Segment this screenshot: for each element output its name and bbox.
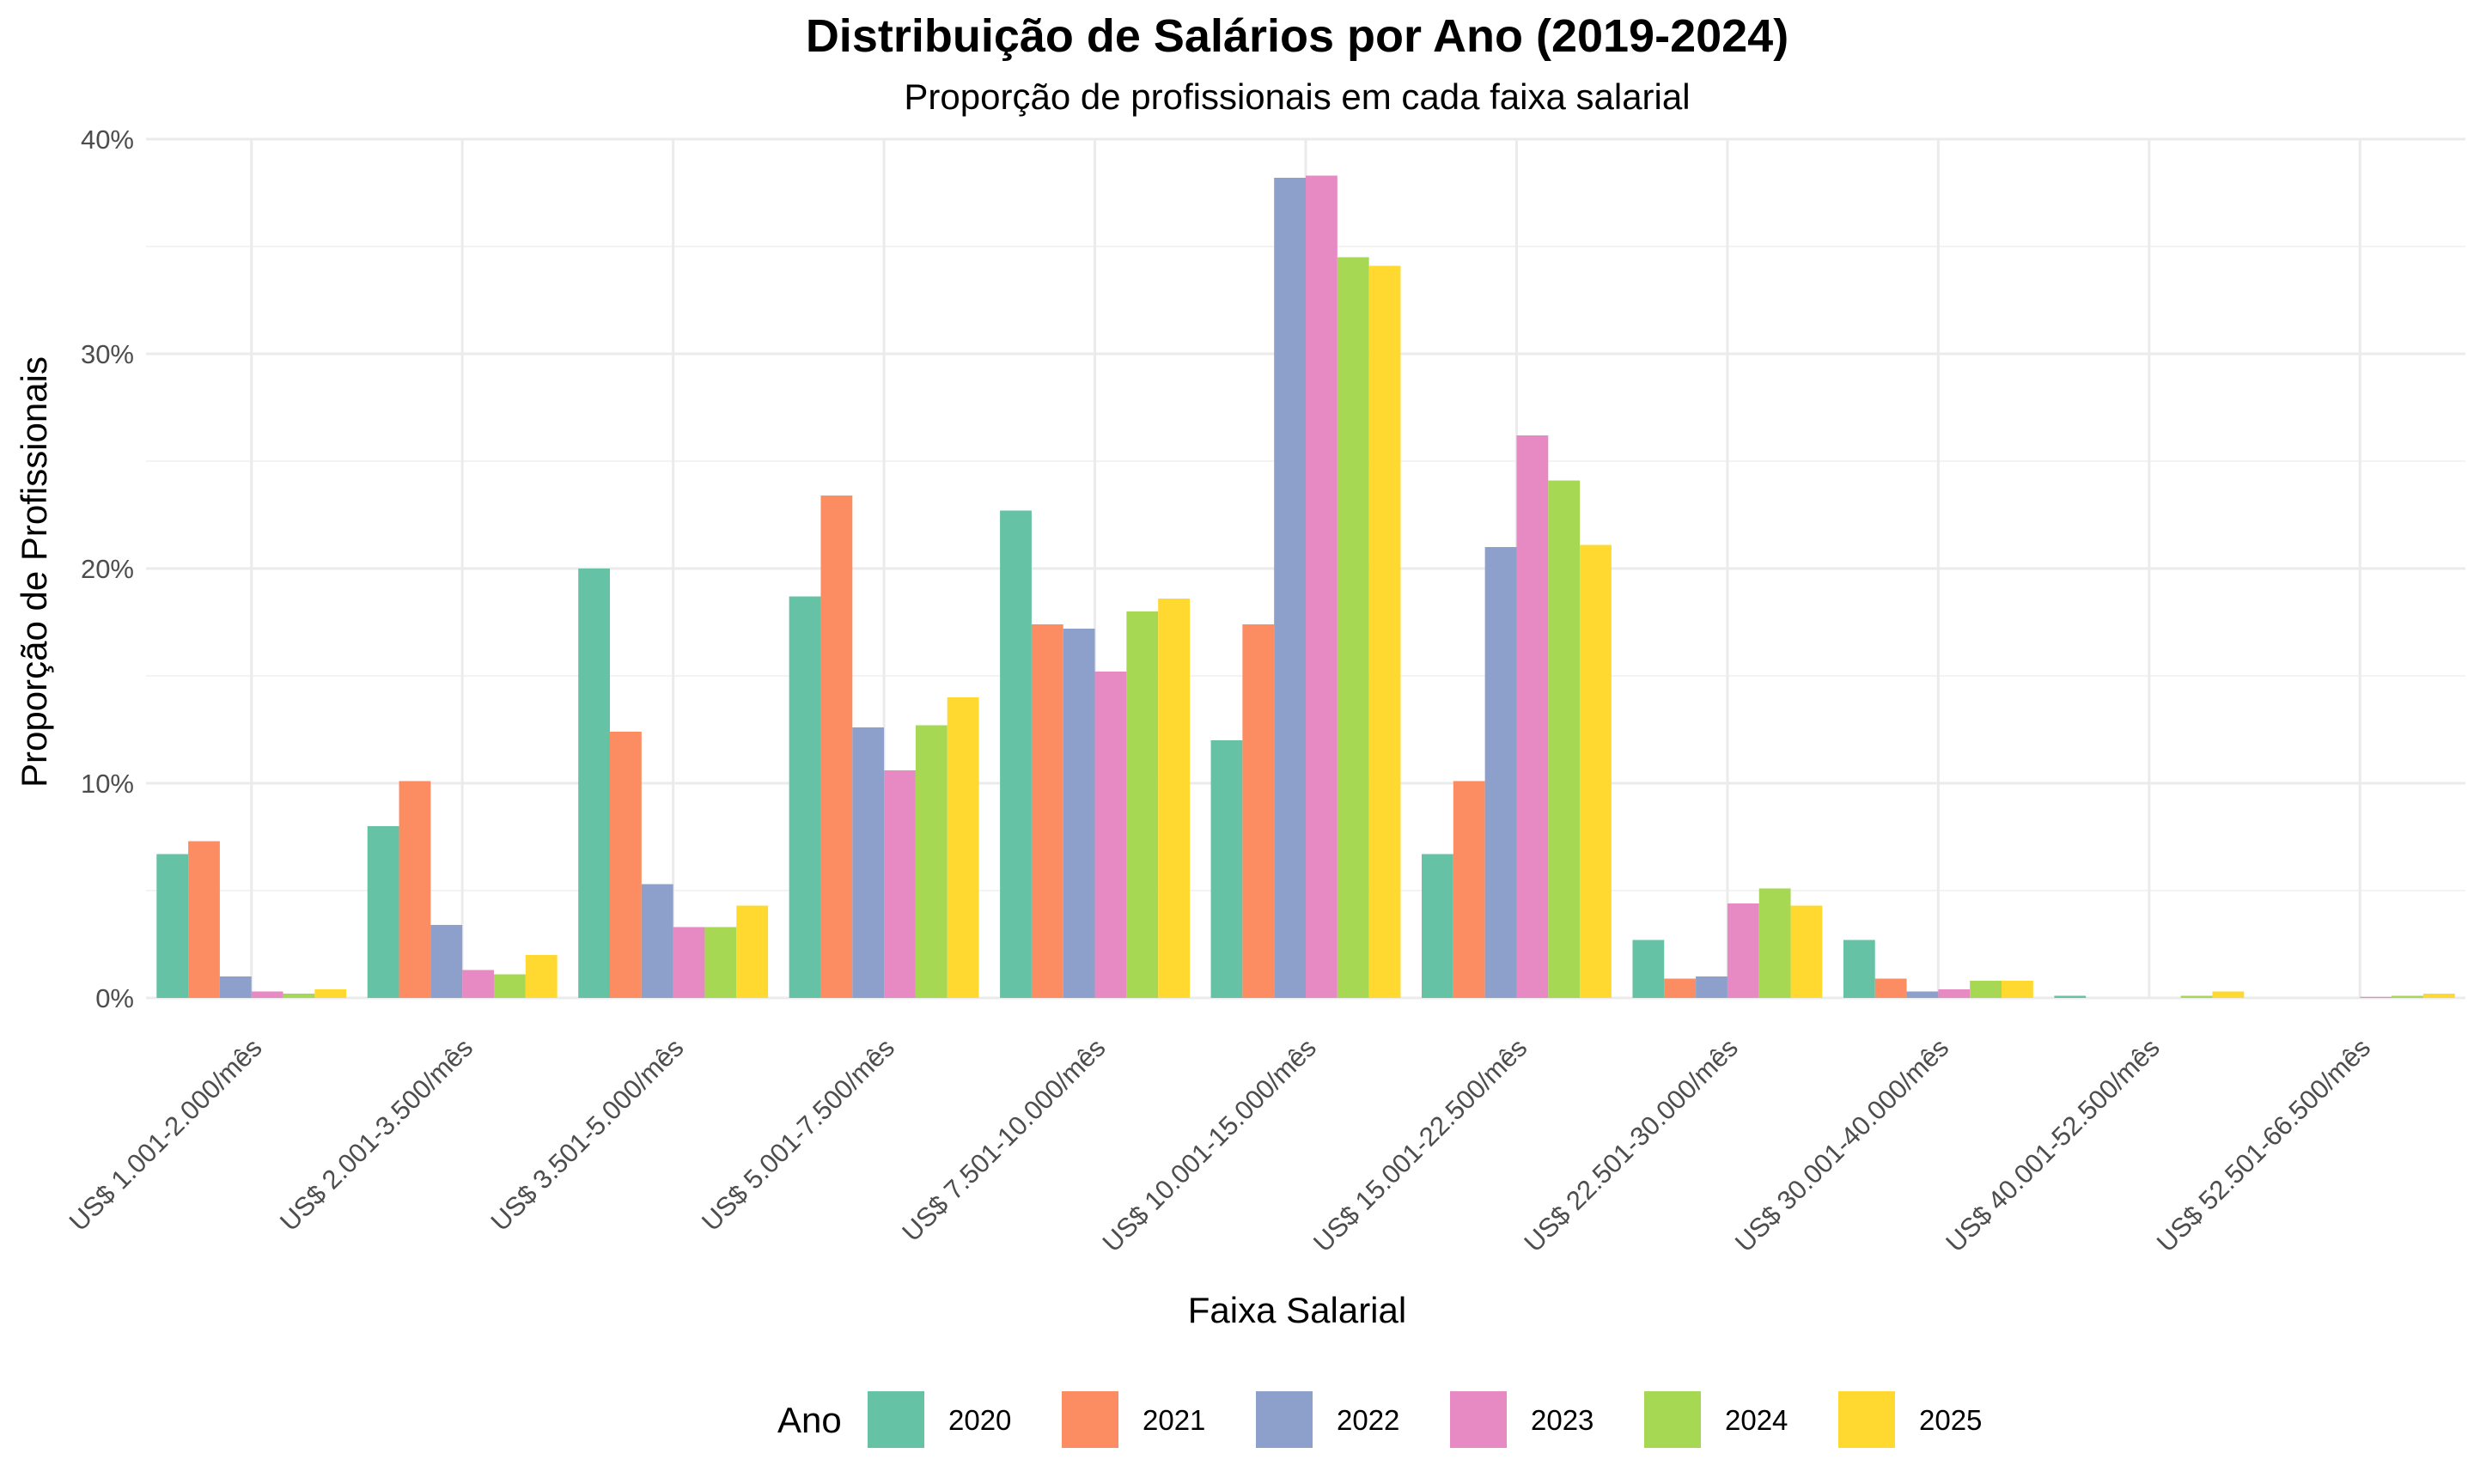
chart-subtitle: Proporção de profissionais em cada faixa… [904,76,1690,117]
series-2022 [219,178,1939,998]
bar [525,955,558,998]
legend-item-2023: 2023 [1450,1391,1593,1448]
bar [156,854,189,998]
bar [2212,991,2245,998]
bar [2002,981,2033,998]
bar [1210,740,1243,998]
bar [1453,781,1485,998]
bar [1422,854,1453,998]
bar [462,970,494,998]
bar [915,725,948,998]
legend: Ano 2020 2021 2022 2023 2024 2025 [777,1391,1982,1448]
legend-label: 2025 [1919,1404,1982,1436]
bar [367,826,399,998]
bar [1758,888,1791,998]
bar [2180,995,2213,998]
y-tick-label: 40% [81,125,134,155]
bar [820,496,853,998]
y-tick-label: 0% [95,983,134,1013]
legend-title: Ano [777,1400,842,1440]
series-2025 [314,265,2455,998]
legend-item-2021: 2021 [1062,1391,1205,1448]
bar [2392,995,2423,998]
bar [1094,672,1127,998]
bar [1337,257,1369,998]
bar [673,927,705,998]
bar [1484,547,1517,998]
bar [430,925,463,998]
bar [1906,991,1939,998]
bar [578,569,610,998]
bar [1306,175,1338,998]
bar [641,884,673,998]
legend-item-2020: 2020 [868,1391,1011,1448]
series-2023 [251,175,2392,998]
series-2020 [156,510,2087,998]
legend-label: 2020 [948,1404,1011,1436]
bar [884,770,916,998]
legend-key [1062,1391,1118,1448]
bar [283,994,315,998]
chart-title: Distribuição de Salários por Ano (2019-2… [806,10,1788,62]
bar [188,841,220,998]
bar [1664,978,1697,998]
bar [1158,599,1190,998]
bar [1970,981,2002,998]
bar [399,781,431,998]
bar [1000,510,1032,998]
bar [1242,624,1275,998]
bars [156,175,2455,998]
y-tick-label: 30% [81,339,134,369]
x-axis-title: Faixa Salarial [1188,1290,1406,1330]
legend-item-2022: 2022 [1256,1391,1399,1448]
y-tick-label: 20% [81,554,134,584]
bar [1031,624,1063,998]
bar [1874,978,1907,998]
legend-key [1450,1391,1507,1448]
bar [947,697,979,998]
bar [1548,480,1581,998]
legend-item-2024: 2024 [1644,1391,1788,1448]
bar [789,596,821,998]
bar [219,976,252,998]
legend-label: 2024 [1725,1404,1788,1436]
y-axis-title: Proporção de Profissionais [14,356,54,788]
bar [1696,976,1728,998]
bar [1843,940,1875,998]
legend-item-2025: 2025 [1838,1391,1982,1448]
bar [736,905,769,998]
bar [1516,435,1549,998]
legend-key [1838,1391,1895,1448]
series-2024 [283,257,2423,998]
bar [704,927,737,998]
legend-key [1256,1391,1313,1448]
y-tick-label: 10% [81,769,134,799]
bar [852,727,885,998]
bar [494,974,526,998]
y-axis-ticks: 0% 10% 20% 30% 40% [81,125,134,1013]
legend-key [1644,1391,1701,1448]
legend-label: 2022 [1337,1404,1399,1436]
bar [1727,903,1759,998]
legend-key [868,1391,924,1448]
bar [2054,995,2087,998]
bar [1938,989,1971,998]
bar [610,732,642,998]
bar [251,991,283,998]
bar [1632,940,1665,998]
bar [1368,265,1401,998]
bar [1580,544,1612,998]
bar [314,989,347,998]
bar [2422,994,2455,998]
legend-label: 2021 [1143,1404,1205,1436]
series-2021 [188,496,1907,998]
bar [2360,996,2392,998]
bar [1126,611,1159,998]
bar [1063,629,1095,998]
bar [1790,905,1823,998]
bar [1274,178,1306,998]
legend-label: 2023 [1531,1404,1593,1436]
